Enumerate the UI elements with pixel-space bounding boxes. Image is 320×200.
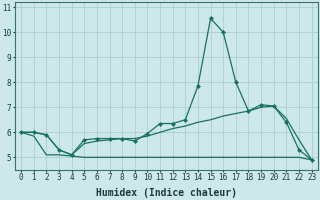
X-axis label: Humidex (Indice chaleur): Humidex (Indice chaleur): [96, 188, 237, 198]
